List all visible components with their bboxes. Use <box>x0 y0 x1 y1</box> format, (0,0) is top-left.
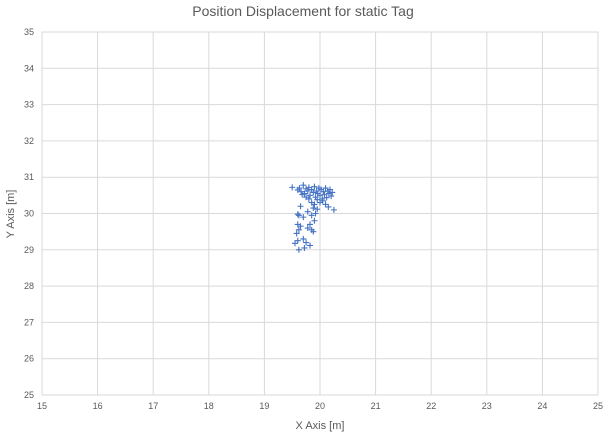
data-point <box>297 203 304 210</box>
x-tick-label: 23 <box>482 401 492 411</box>
data-point <box>297 223 304 230</box>
data-point <box>314 196 321 203</box>
y-tick-label: 35 <box>24 27 34 37</box>
y-axis-label: Y Axis [m] <box>5 190 17 239</box>
data-points <box>289 182 337 253</box>
data-point <box>291 240 298 247</box>
data-point <box>294 211 301 218</box>
x-tick-labels: 15 16 17 18 19 20 21 22 23 24 25 <box>37 401 603 411</box>
y-tick-label: 31 <box>24 172 34 182</box>
y-tick-label: 32 <box>24 136 34 146</box>
data-point <box>296 185 303 192</box>
data-point <box>312 210 319 217</box>
x-tick-label: 21 <box>371 401 381 411</box>
x-tick-label: 22 <box>426 401 436 411</box>
y-tick-label: 28 <box>24 281 34 291</box>
data-point <box>300 182 307 189</box>
y-tick-label: 33 <box>24 100 34 110</box>
y-tick-label: 26 <box>24 354 34 364</box>
data-point <box>306 192 313 199</box>
y-tick-label: 30 <box>24 209 34 219</box>
data-point <box>300 214 307 221</box>
data-point <box>298 188 305 195</box>
data-point <box>304 208 311 215</box>
x-tick-label: 24 <box>537 401 547 411</box>
data-point <box>299 191 306 198</box>
x-tick-label: 19 <box>259 401 269 411</box>
data-point <box>325 203 332 210</box>
data-point <box>295 212 302 219</box>
y-tick-label: 29 <box>24 245 34 255</box>
data-point <box>328 193 335 200</box>
data-point <box>311 217 318 224</box>
data-point <box>320 188 327 195</box>
data-point <box>314 206 321 213</box>
data-point <box>293 230 300 237</box>
data-point <box>308 212 315 219</box>
data-point <box>329 189 336 196</box>
x-tick-label: 15 <box>37 401 47 411</box>
data-point <box>306 221 313 228</box>
data-point <box>300 235 307 242</box>
x-axis-label: X Axis [m] <box>296 420 345 432</box>
data-point <box>289 184 296 191</box>
x-tick-label: 20 <box>315 401 325 411</box>
data-point <box>295 226 302 233</box>
data-point <box>317 199 323 206</box>
data-point <box>301 244 308 251</box>
y-tick-labels: 25 26 27 28 29 30 31 32 33 34 35 <box>24 27 34 400</box>
x-tick-label: 16 <box>93 401 103 411</box>
data-point <box>304 225 311 232</box>
data-point <box>317 192 323 199</box>
y-tick-label: 27 <box>24 317 34 327</box>
data-point <box>323 194 330 201</box>
data-point <box>303 194 310 201</box>
data-point <box>311 201 318 208</box>
plot-area <box>41 31 599 396</box>
data-point <box>295 246 302 253</box>
gridlines <box>41 31 599 396</box>
data-point <box>303 239 310 246</box>
data-point <box>330 206 337 213</box>
data-point <box>310 228 317 235</box>
chart-title: Position Displacement for static Tag <box>192 3 414 19</box>
y-tick-label: 25 <box>24 390 34 400</box>
x-tick-label: 17 <box>148 401 158 411</box>
y-tick-label: 34 <box>24 63 34 73</box>
data-point <box>310 205 317 212</box>
x-tick-label: 18 <box>204 401 214 411</box>
data-point <box>304 187 311 194</box>
data-point <box>310 189 317 196</box>
data-point <box>311 183 318 190</box>
data-point <box>306 242 313 249</box>
x-tick-label: 25 <box>593 401 603 411</box>
